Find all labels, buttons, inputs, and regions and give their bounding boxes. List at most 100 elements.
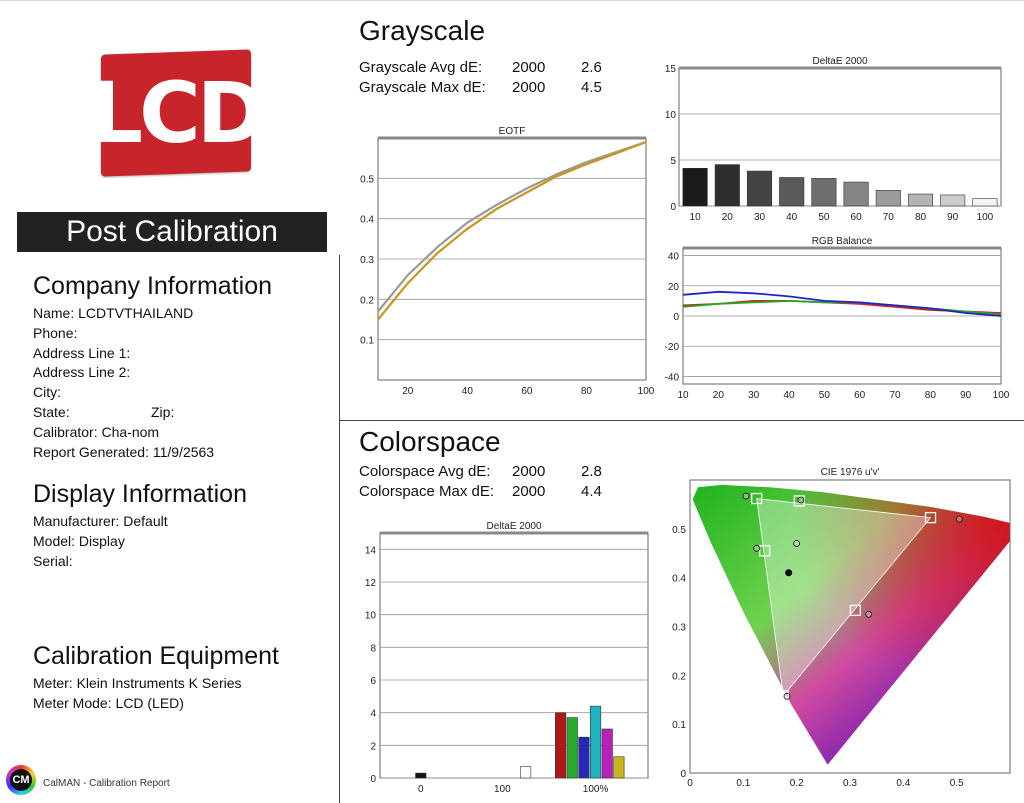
cie-target-marker — [924, 511, 937, 524]
cs-de-bar — [590, 705, 602, 779]
equipment-meter: Meter: Klein Instruments K Series — [33, 675, 242, 691]
rgb-xtick: 30 — [748, 390, 760, 401]
cs-de-ytick: 2 — [370, 741, 376, 752]
vertical-divider — [339, 255, 340, 803]
rgb-xtick: 50 — [819, 390, 831, 401]
gs-de-bar — [972, 198, 998, 207]
grayscale-title: Grayscale — [359, 15, 486, 46]
gs-de-xtick: 20 — [722, 212, 734, 223]
cs-de-bar — [520, 766, 532, 779]
lcd-logo: LCD — [89, 64, 267, 162]
display-model: Model: Display — [33, 532, 125, 549]
gs-de-bar — [940, 194, 966, 207]
cie-chart: CIE 1976 u'v' 0 0.1 0.2 0.3 0.4 0.5 0 0.1 0.2 0.3 0… — [672, 467, 1011, 789]
equipment-heading: Calibration Equipment — [33, 642, 279, 670]
colorspace-title: Colorspace — [359, 426, 501, 457]
cs-de-bar — [555, 712, 567, 779]
cs-de-title: DeltaE 2000 — [486, 521, 541, 532]
rgb-xtick: 80 — [925, 390, 937, 401]
cie-target-marker — [849, 604, 861, 617]
cie-measured-marker — [753, 544, 761, 552]
cie-measured-marker — [793, 540, 801, 547]
cs-de-bar — [415, 772, 427, 779]
rgb-xtick: 90 — [960, 390, 972, 401]
cie-xtick: 0 — [687, 778, 693, 789]
cie-title: CIE 1976 u'v' — [821, 467, 880, 478]
grayscale-max-value: 4.5 — [581, 79, 602, 96]
colorspace-max-row: Colorspace Max dE: 2000 4.4 — [359, 482, 602, 502]
eotf-ytick: 0.1 — [360, 336, 374, 347]
cie-measured-marker — [797, 496, 805, 504]
gs-de-xtick: 90 — [947, 212, 959, 223]
grayscale-avg-std: 2000 — [512, 59, 546, 76]
cie-measured-marker — [955, 515, 963, 523]
colorspace-avg-row: Colorspace Avg dE: 2000 2.8 — [359, 462, 602, 482]
cie-target-marker — [793, 495, 805, 507]
cie-white-point — [785, 569, 793, 577]
gs-de-ytick: 5 — [670, 156, 676, 167]
company-phone: Phone: — [33, 324, 78, 341]
cs-de-bar — [566, 717, 578, 779]
gs-de-ytick: 10 — [665, 110, 677, 121]
cs-de-ytick: 12 — [365, 578, 377, 589]
footer-text: CalMAN - Calibration Report — [43, 778, 170, 789]
colorspace-deltae-chart: DeltaE 2000 0 2 4 6 8 10 12 14 0 100 100% — [365, 521, 649, 795]
company-info: Name: LCDTVTHAILAND Phone: Address Line … — [33, 304, 214, 462]
cie-measured-marker — [865, 610, 873, 618]
gs-de-bar — [714, 164, 740, 207]
eotf-xtick: 80 — [581, 386, 593, 397]
company-name: Name: LCDTVTHAILAND — [33, 305, 194, 321]
cs-de-bar — [601, 728, 613, 779]
equipment-info: Meter: Klein Instruments K Series Meter … — [33, 674, 242, 714]
gs-de-bar — [811, 178, 837, 207]
cie-ytick: 0 — [680, 769, 686, 780]
company-state: State: — [33, 403, 70, 420]
company-state-row: State: Zip: — [33, 403, 214, 423]
rgb-xtick: 70 — [889, 390, 901, 401]
grayscale-deltae-chart: DeltaE 2000 0 5 10 15 10 20 30 40 50 60 70 80 90 100 — [665, 56, 1002, 223]
gs-de-xtick: 60 — [851, 212, 863, 223]
company-zip: Zip: — [151, 403, 175, 420]
cie-ytick: 0.5 — [672, 525, 686, 536]
grayscale-max-label: Grayscale Max dE: — [359, 79, 486, 96]
colorspace-max-label: Colorspace Max dE: — [359, 483, 495, 500]
eotf-xtick: 40 — [462, 386, 474, 397]
rgb-xtick: 40 — [783, 390, 795, 401]
cie-ytick: 0.2 — [672, 671, 686, 682]
cie-xtick: 0.2 — [790, 778, 804, 789]
colorspace-max-value: 4.4 — [581, 483, 602, 500]
cs-de-ytick: 14 — [365, 545, 377, 556]
eotf-ytick: 0.2 — [360, 295, 374, 306]
company-address2: Address Line 2: — [33, 364, 131, 381]
grayscale-max-std: 2000 — [512, 79, 546, 96]
grayscale-avg-label: Grayscale Avg dE: — [359, 59, 483, 76]
cie-frame — [689, 479, 1011, 774]
grayscale-stats: Grayscale Avg dE: 2000 2.6 Grayscale Max… — [359, 58, 602, 98]
company-report-date: Report Generated: 11/9/2563 — [33, 443, 215, 460]
cie-plot-group — [692, 484, 1010, 765]
cie-xtick: 0.4 — [896, 778, 910, 789]
cs-de-bar — [613, 756, 625, 779]
cie-measured-marker — [783, 692, 791, 700]
cs-de-ytick: 0 — [370, 774, 376, 785]
eotf-xtick: 100 — [638, 386, 655, 397]
rgb-ytick: -40 — [665, 372, 680, 383]
cie-gamut-triangle — [756, 498, 932, 697]
company-city: City: — [33, 384, 61, 401]
gs-de-xtick: 80 — [915, 212, 927, 223]
gs-de-bar — [779, 177, 805, 207]
cs-de-ytick: 6 — [370, 676, 376, 687]
cie-xtick: 0.1 — [736, 778, 750, 789]
rgb-title: RGB Balance — [812, 236, 873, 247]
grayscale-avg-value: 2.6 — [581, 59, 602, 76]
rgb-xtick: 10 — [677, 390, 689, 401]
rgb-xtick: 20 — [713, 390, 725, 401]
cie-locus-red-tint — [692, 484, 1010, 765]
eotf-xtick: 60 — [521, 386, 533, 397]
eotf-chart: EOTF 0.1 0.2 0.3 0.4 0.5 20 40 60 80 100 — [360, 126, 655, 397]
eotf-title: EOTF — [499, 126, 526, 137]
gs-de-title: DeltaE 2000 — [812, 56, 867, 67]
gs-de-ytick: 0 — [670, 202, 676, 213]
rgb-series-line-2 — [682, 290, 1002, 317]
colorspace-max-std: 2000 — [512, 483, 546, 500]
